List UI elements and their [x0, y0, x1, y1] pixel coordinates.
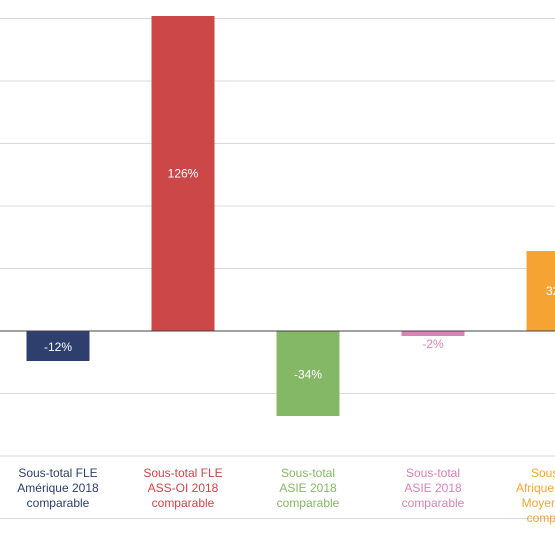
bars	[27, 16, 555, 416]
bar-value-label: 32%	[546, 284, 555, 298]
bar-value-label: 126%	[168, 167, 199, 181]
bar	[402, 331, 465, 336]
category-label: Sous-totalAfrique du NordMoyen-Orientcom…	[516, 466, 555, 525]
gridlines	[0, 0, 555, 519]
bar-value-label: -34%	[294, 368, 322, 382]
bar-value-label: -12%	[44, 340, 72, 354]
bar-value-label: -2%	[422, 337, 444, 351]
